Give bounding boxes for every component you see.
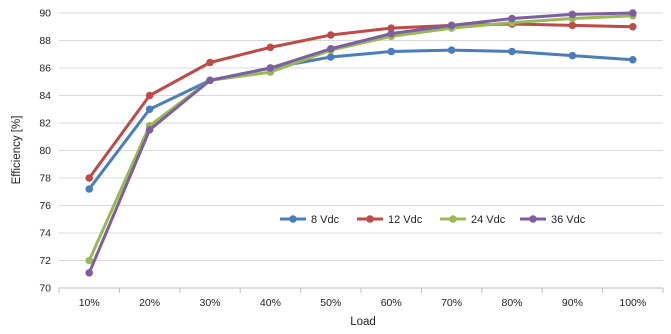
x-tick-label: 20% (139, 297, 160, 309)
series-point (568, 51, 577, 60)
legend-marker (529, 215, 537, 223)
x-tick-label: 90% (562, 297, 583, 309)
y-axis-ticks: 70 72 74 76 78 80 82 84 86 88 90 (39, 8, 51, 295)
y-tick-label: 82 (39, 118, 51, 130)
series-point (629, 55, 637, 64)
series-point (327, 53, 335, 61)
legend-marker (289, 215, 297, 223)
y-tick-label: 74 (39, 228, 51, 240)
y-tick-label: 86 (39, 63, 51, 75)
series-point (387, 24, 396, 32)
series-line-1 (87, 22, 635, 180)
x-tick-label: 60% (381, 297, 402, 309)
series-point (266, 43, 275, 52)
series-point (508, 47, 516, 56)
x-tick-label: 100% (619, 297, 646, 309)
y-tick-label: 76 (39, 200, 51, 212)
y-tick-label: 72 (39, 255, 51, 267)
x-tick-label: 30% (199, 297, 220, 309)
gridlines (59, 12, 663, 289)
x-tick-label: 70% (441, 297, 462, 309)
y-tick-label: 90 (39, 8, 51, 20)
x-tick-label: 80% (501, 297, 522, 309)
series-point (85, 185, 93, 193)
x-axis-title: Load (350, 316, 376, 328)
series-point (266, 64, 275, 72)
legend-marker (366, 215, 374, 223)
series-point (145, 91, 154, 100)
x-tick-label: 40% (260, 297, 281, 309)
series-line-2 (87, 14, 635, 262)
x-tick-label: 50% (320, 297, 341, 309)
legend-label: 8 Vdc (311, 214, 340, 226)
series-point (568, 21, 577, 30)
series-point (447, 46, 456, 54)
series-line-3 (87, 11, 635, 275)
y-axis-title: Efficiency [%] (11, 116, 23, 185)
series-point (85, 174, 93, 182)
series-point (629, 22, 637, 31)
y-tick-label: 70 (39, 283, 51, 295)
legend-label: 12 Vdc (388, 214, 423, 226)
legend-marker (449, 215, 457, 223)
y-tick-label: 80 (39, 145, 51, 157)
series-point (447, 21, 456, 30)
series-point (387, 29, 396, 38)
series-point (85, 269, 93, 277)
series-point (327, 31, 335, 39)
series-point (206, 58, 214, 67)
legend-label: 24 Vdc (471, 214, 506, 226)
series-point (145, 105, 154, 114)
series-point (508, 14, 516, 23)
y-tick-label: 78 (39, 173, 51, 185)
series-point (568, 10, 577, 19)
series-line-0 (87, 48, 635, 191)
legend-label: 36 Vdc (551, 214, 586, 226)
series-point (206, 76, 214, 85)
x-axis-ticks: 10% 20% 30% 40% 50% 60% 70% 80% 90% 100% (58, 288, 664, 309)
y-tick-label: 88 (39, 35, 51, 47)
series-point (327, 44, 335, 53)
series-point (85, 256, 93, 265)
series-point (387, 47, 396, 56)
y-tick-label: 84 (39, 90, 51, 102)
series-point (145, 126, 154, 134)
legend: 8 Vdc 12 Vdc 24 Vdc 36 Vdc (280, 214, 586, 226)
x-tick-label: 10% (79, 297, 100, 309)
series-lines (85, 9, 637, 277)
series-point (629, 9, 637, 17)
